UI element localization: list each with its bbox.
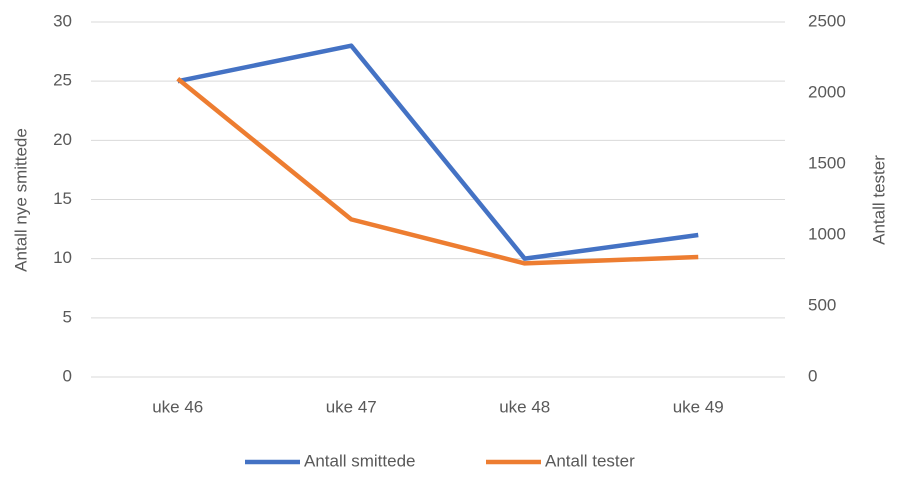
legend-label: Antall smittede bbox=[304, 451, 416, 470]
y-axis-title: Antall nye smittede bbox=[11, 128, 30, 272]
y-tick-label: 10 bbox=[53, 248, 72, 267]
x-tick-label: uke 46 bbox=[152, 397, 203, 416]
x-tick-label: uke 47 bbox=[326, 397, 377, 416]
y-tick-label: 15 bbox=[53, 189, 72, 208]
y2-tick-label: 1500 bbox=[808, 153, 846, 172]
y2-tick-label: 2000 bbox=[808, 82, 846, 101]
y-tick-label: 25 bbox=[53, 71, 72, 90]
series-line bbox=[176, 77, 699, 266]
series-line bbox=[177, 43, 699, 261]
y2-tick-label: 0 bbox=[808, 366, 817, 385]
y-tick-label: 5 bbox=[63, 307, 72, 326]
y-tick-label: 20 bbox=[53, 130, 72, 149]
y2-tick-label: 1000 bbox=[808, 224, 846, 243]
y2-tick-label: 500 bbox=[808, 295, 836, 314]
y-tick-label: 30 bbox=[53, 11, 72, 30]
y2-tick-label: 2500 bbox=[808, 11, 846, 30]
y2-axis-title: Antall tester bbox=[869, 155, 888, 245]
y-tick-label: 0 bbox=[63, 366, 72, 385]
x-tick-label: uke 48 bbox=[499, 397, 550, 416]
legend-label: Antall tester bbox=[545, 451, 635, 470]
x-tick-label: uke 49 bbox=[673, 397, 724, 416]
